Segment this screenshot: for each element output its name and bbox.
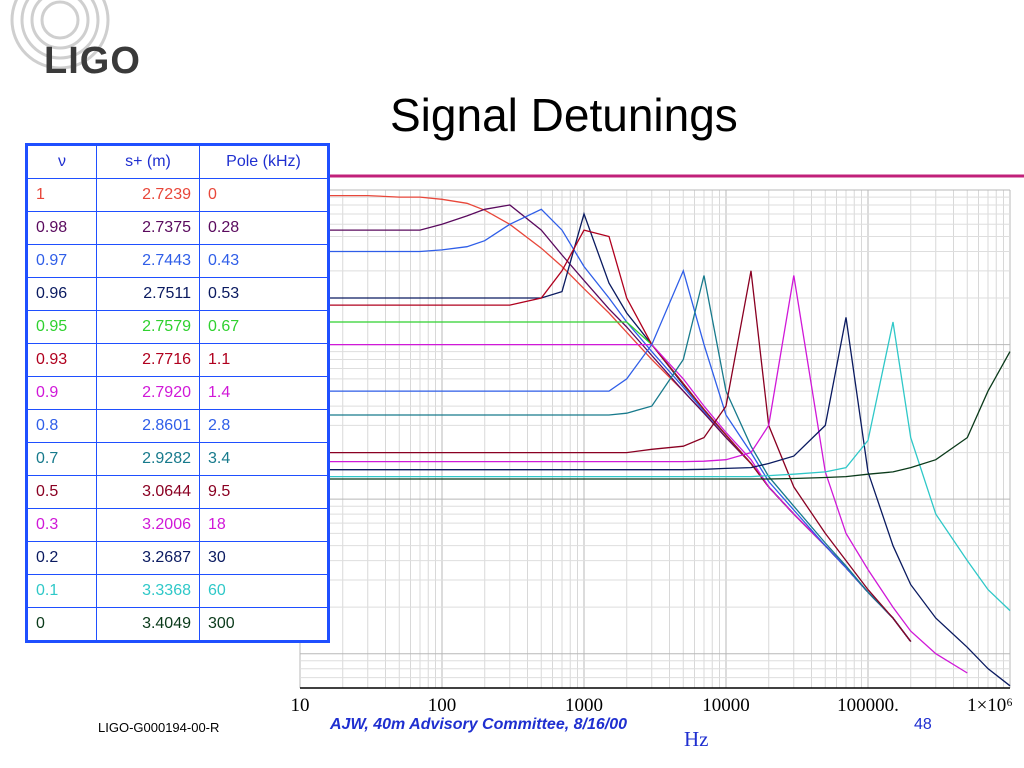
cell-s: 3.0644 (96, 475, 200, 509)
series-line-0 (300, 194, 912, 642)
cell-pole: 9.5 (199, 475, 328, 509)
cell-s: 2.7239 (96, 178, 200, 212)
cell-pole: 0.53 (199, 277, 328, 311)
table-row: 0.3 3.2006 18 (27, 508, 328, 542)
x-tick-label: 100 (427, 695, 457, 716)
cell-s: 3.2006 (96, 508, 200, 542)
header-pole: Pole (kHz) (199, 145, 328, 179)
logo-arcs-icon (10, 0, 110, 70)
series-line-3 (300, 211, 912, 642)
cell-pole: 0.28 (199, 211, 328, 245)
table-row: 0.8 2.8601 2.8 (27, 409, 328, 443)
table-row: 0.2 3.2687 30 (27, 541, 328, 575)
cell-s: 2.7511 (96, 277, 200, 311)
series-line-12 (300, 321, 1011, 612)
x-tick-label: 100000. (837, 695, 899, 716)
x-tick-label: 1×10⁶ (967, 695, 1013, 716)
cell-pole: 0 (199, 178, 328, 212)
cell-nu: 0.95 (27, 310, 97, 344)
cell-nu: 0.9 (27, 376, 97, 410)
series-line-11 (300, 317, 1011, 687)
page-number: 48 (914, 716, 932, 733)
cell-nu: 0.93 (27, 343, 97, 377)
cell-s: 2.8601 (96, 409, 200, 443)
cell-nu: 0.97 (27, 244, 97, 278)
table-row: 1 2.7239 0 (27, 178, 328, 212)
cell-pole: 1.1 (199, 343, 328, 377)
logo-text: LIGO (44, 40, 141, 82)
x-tick-label: 10 (290, 695, 310, 716)
x-tick-label: 1000 (565, 695, 603, 716)
chart-grid (299, 189, 1011, 689)
cell-nu: 0.7 (27, 442, 97, 476)
cell-nu: 0.8 (27, 409, 97, 443)
cell-nu: 0.96 (27, 277, 97, 311)
cell-pole: 3.4 (199, 442, 328, 476)
cell-pole: 1.4 (199, 376, 328, 410)
table-row: 0.96 2.7511 0.53 (27, 277, 328, 311)
series-line-7 (300, 268, 912, 642)
cell-pole: 0.67 (199, 310, 328, 344)
table-row: 0.1 3.3368 60 (27, 574, 328, 608)
table-row: 0.9 2.7920 1.4 (27, 376, 328, 410)
ligo-logo: LIGO (0, 0, 170, 100)
series-line-4 (300, 321, 912, 642)
header-nu: ν (27, 145, 97, 179)
series-line-13 (300, 351, 1011, 480)
cell-nu: 0.1 (27, 574, 97, 608)
series-line-8 (300, 275, 912, 642)
x-tick-label: 10000 (702, 695, 750, 716)
chart-series (300, 194, 1011, 687)
committee-note: AJW, 40m Advisory Committee, 8/16/00 (330, 716, 627, 733)
header-s: s+ (m) (96, 145, 200, 179)
cell-s: 3.2687 (96, 541, 200, 575)
cell-nu: 0.98 (27, 211, 97, 245)
series-line-9 (300, 270, 912, 642)
doc-id: LIGO-G000194-00-R (98, 720, 220, 735)
cell-pole: 18 (199, 508, 328, 542)
cell-s: 2.7579 (96, 310, 200, 344)
cell-nu: 0.3 (27, 508, 97, 542)
cell-pole: 30 (199, 541, 328, 575)
table-row: 0.98 2.7375 0.28 (27, 211, 328, 245)
series-line-6 (300, 343, 912, 642)
table-row: 0.95 2.7579 0.67 (27, 310, 328, 344)
table-row: 0.5 3.0644 9.5 (27, 475, 328, 509)
cell-s: 2.7716 (96, 343, 200, 377)
series-line-10 (300, 275, 968, 674)
cell-s: 2.7375 (96, 211, 200, 245)
cell-nu: 0 (27, 607, 97, 641)
detuning-table: ν s+ (m) Pole (kHz) 1 2.7239 0 0.98 2.7375 0.… (25, 143, 330, 643)
table-header-row: ν s+ (m) Pole (kHz) (27, 145, 328, 179)
cell-s: 2.9282 (96, 442, 200, 476)
cell-s: 3.4049 (96, 607, 200, 641)
cell-pole: 2.8 (199, 409, 328, 443)
cell-pole: 300 (199, 607, 328, 641)
cell-s: 3.3368 (96, 574, 200, 608)
x-axis-label: Hz (684, 727, 709, 751)
cell-nu: 1 (27, 178, 97, 212)
cell-s: 2.7920 (96, 376, 200, 410)
cell-pole: 0.43 (199, 244, 328, 278)
table-row: 0.97 2.7443 0.43 (27, 244, 328, 278)
cell-s: 2.7443 (96, 244, 200, 278)
table-row: 0 3.4049 300 (27, 607, 328, 641)
table-row: 0.93 2.7716 1.1 (27, 343, 328, 377)
cell-pole: 60 (199, 574, 328, 608)
cell-nu: 0.5 (27, 475, 97, 509)
table-row: 0.7 2.9282 3.4 (27, 442, 328, 476)
cell-nu: 0.2 (27, 541, 97, 575)
slide-title: Signal Detunings (390, 89, 738, 141)
